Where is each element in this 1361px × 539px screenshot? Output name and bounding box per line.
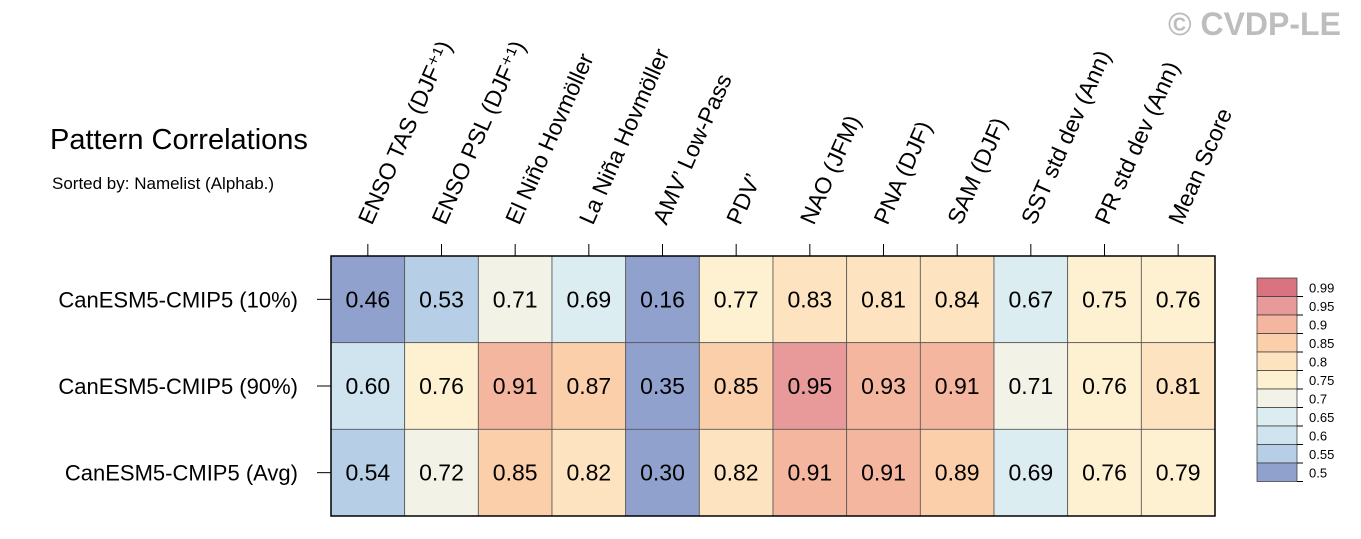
cell-value-label: 0.91 (935, 373, 980, 399)
legend-swatch (1256, 296, 1298, 316)
chart-subtitle: Sorted by: Namelist (Alphab.) (52, 174, 275, 193)
cell-value-label: 0.46 (345, 286, 390, 312)
heatmap-cell (330, 342, 406, 430)
cell-value-label: 0.82 (566, 460, 611, 486)
heatmap-cell (919, 428, 995, 517)
cell-value-label: 0.79 (1156, 460, 1201, 486)
legend-label: 0.65 (1309, 410, 1334, 425)
heatmap-cell (698, 428, 774, 517)
heatmap-cell (1067, 255, 1142, 344)
cell-value-label: 0.67 (1008, 286, 1053, 312)
legend-label: 0.7 (1309, 392, 1327, 407)
cell-value-label: 0.60 (345, 373, 390, 399)
heatmap-cell (993, 428, 1069, 517)
cell-value-label: 0.77 (714, 286, 759, 312)
legend-label: 0.95 (1309, 299, 1334, 314)
heatmap-cell (772, 428, 848, 517)
cell-value-label: 0.76 (1082, 373, 1127, 399)
column-label: PDV’ (721, 170, 766, 228)
cell-value-label: 0.91 (787, 460, 832, 486)
legend-swatch (1256, 277, 1298, 297)
cell-value-label: 0.81 (1156, 373, 1201, 399)
legend-swatch (1256, 314, 1298, 334)
row-label: CanESM5-CMIP5 (Avg) (65, 461, 298, 486)
heatmap-cell (919, 342, 995, 430)
cell-value-label: 0.83 (787, 286, 832, 312)
cell-value-label: 0.35 (640, 373, 685, 399)
row-label: CanESM5-CMIP5 (10%) (58, 287, 298, 312)
cell-value-label: 0.81 (861, 286, 906, 312)
legend-label: 0.6 (1309, 429, 1327, 444)
cell-value-label: 0.71 (1008, 373, 1053, 399)
cell-value-label: 0.53 (419, 286, 464, 312)
legend-label: 0.85 (1309, 336, 1334, 351)
legend-label: 0.8 (1309, 355, 1327, 370)
legend-label: 0.5 (1309, 466, 1327, 481)
cell-value-label: 0.95 (787, 373, 832, 399)
heatmap-cell (404, 255, 479, 344)
cell-value-label: 0.71 (493, 286, 538, 312)
heatmap-cell (1140, 255, 1216, 344)
cell-value-label: 0.72 (419, 460, 464, 486)
cvdp-watermark: © CVDP-LE (1168, 6, 1341, 42)
heatmap-cell (1067, 342, 1142, 430)
heatmap-cell (919, 255, 995, 344)
legend-label: 0.75 (1309, 373, 1334, 388)
heatmap-cell (698, 342, 774, 430)
column-label: AMV’ Low-Pass (647, 70, 736, 228)
cell-value-label: 0.69 (1008, 460, 1053, 486)
legend-swatch (1256, 351, 1298, 371)
cell-value-label: 0.87 (566, 373, 611, 399)
heatmap-cell (846, 255, 921, 344)
cell-value-label: 0.30 (640, 460, 685, 486)
cell-value-label: 0.69 (566, 286, 611, 312)
cell-value-label: 0.85 (493, 460, 538, 486)
cell-value-label: 0.84 (935, 286, 980, 312)
cell-value-label: 0.85 (714, 373, 759, 399)
legend-swatch (1256, 333, 1298, 353)
heatmap-cell (1140, 342, 1216, 430)
column-label: SAM (DJF) (942, 114, 1012, 228)
cell-value-label: 0.76 (1082, 460, 1127, 486)
column-label: NAO (JFM) (795, 111, 866, 228)
legend-swatch (1256, 407, 1298, 427)
cell-value-label: 0.76 (419, 373, 464, 399)
legend-label: 0.55 (1309, 447, 1334, 462)
heatmap-cell (625, 342, 700, 430)
cell-value-label: 0.54 (345, 460, 390, 486)
cell-value-label: 0.91 (861, 460, 906, 486)
heatmap-cell (477, 255, 553, 344)
heatmap-cell (551, 428, 627, 517)
legend-label: 0.9 (1309, 318, 1327, 333)
cell-value-label: 0.91 (493, 373, 538, 399)
legend-swatch (1256, 388, 1298, 408)
heatmap-cell (330, 428, 406, 517)
heatmap-cell (1140, 428, 1216, 517)
legend-swatch (1256, 444, 1298, 464)
heatmap-cell (477, 428, 553, 517)
cell-value-label: 0.93 (861, 373, 906, 399)
cell-value-label: 0.82 (714, 460, 759, 486)
cell-value-label: 0.89 (935, 460, 980, 486)
heatmap-cell (846, 342, 921, 430)
legend-swatch (1256, 462, 1298, 482)
heatmap-cell (772, 342, 848, 430)
column-label: PNA (DJF) (868, 117, 936, 228)
cell-value-label: 0.76 (1156, 286, 1201, 312)
heatmap-cell (477, 342, 553, 430)
row-label: CanESM5-CMIP5 (90%) (58, 374, 298, 399)
legend-swatch (1256, 370, 1298, 390)
cell-value-label: 0.75 (1082, 286, 1127, 312)
legend-label: 0.99 (1309, 281, 1334, 296)
cell-value-label: 0.16 (640, 286, 685, 312)
column-label: Mean Score (1163, 104, 1237, 228)
legend-swatch (1256, 425, 1298, 445)
chart-title: Pattern Correlations (50, 124, 308, 156)
